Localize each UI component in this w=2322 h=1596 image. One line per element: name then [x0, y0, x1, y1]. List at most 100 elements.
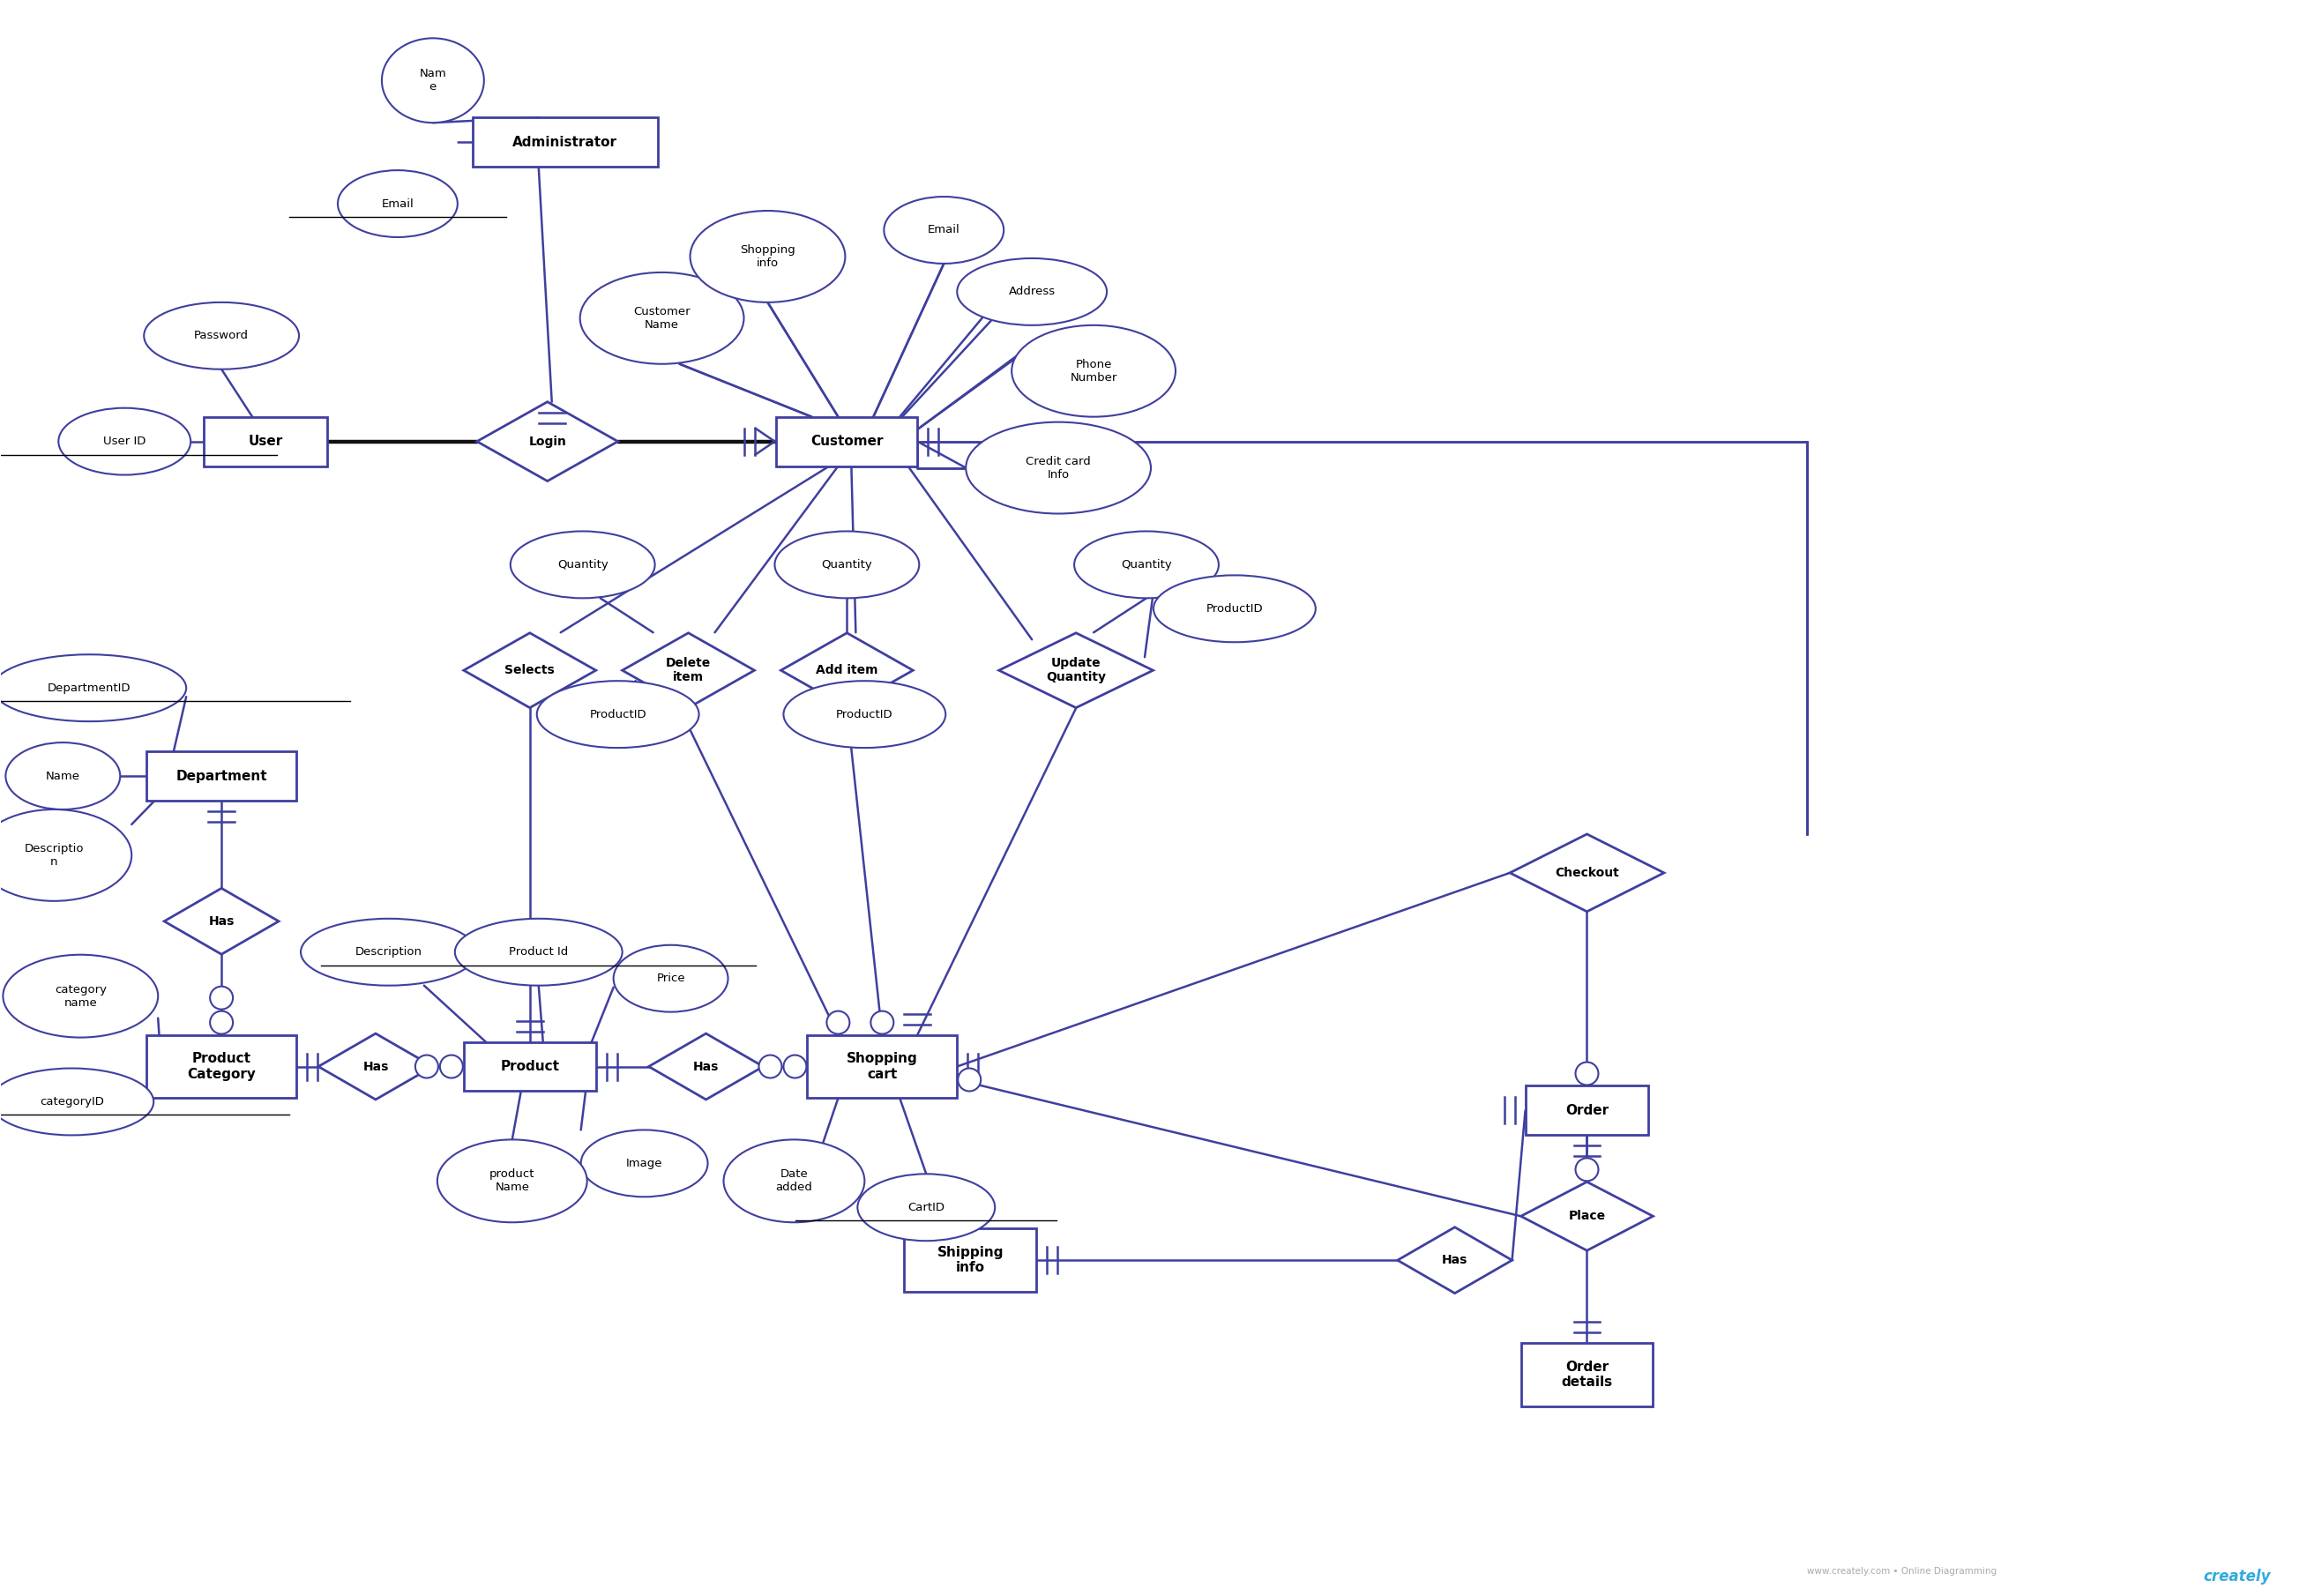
- Ellipse shape: [144, 302, 300, 369]
- Text: Product Id: Product Id: [509, 946, 569, 958]
- Text: CartID: CartID: [908, 1202, 945, 1213]
- Text: Credit card
Info: Credit card Info: [1026, 455, 1091, 480]
- Text: www.creately.com • Online Diagramming: www.creately.com • Online Diagramming: [1807, 1567, 1997, 1575]
- Ellipse shape: [536, 681, 699, 749]
- Ellipse shape: [580, 273, 743, 364]
- Text: Shopping
info: Shopping info: [741, 244, 796, 268]
- Text: Has: Has: [362, 1060, 388, 1073]
- Text: Checkout: Checkout: [1556, 867, 1618, 879]
- FancyBboxPatch shape: [464, 1042, 597, 1092]
- Ellipse shape: [724, 1140, 864, 1223]
- Ellipse shape: [776, 531, 920, 598]
- Text: Quantity: Quantity: [1122, 559, 1173, 570]
- Ellipse shape: [1012, 326, 1175, 417]
- Circle shape: [871, 1010, 894, 1034]
- Circle shape: [439, 1055, 462, 1077]
- Text: ProductID: ProductID: [590, 709, 646, 720]
- Text: Has: Has: [209, 915, 235, 927]
- Circle shape: [759, 1055, 783, 1077]
- Text: category
name: category name: [53, 983, 107, 1009]
- FancyBboxPatch shape: [776, 417, 917, 466]
- Polygon shape: [998, 634, 1154, 707]
- Ellipse shape: [337, 171, 457, 238]
- Text: Description: Description: [355, 946, 423, 958]
- FancyBboxPatch shape: [146, 752, 297, 801]
- Polygon shape: [648, 1034, 764, 1100]
- Text: Delete
item: Delete item: [666, 658, 711, 683]
- Ellipse shape: [885, 196, 1003, 263]
- Polygon shape: [1398, 1227, 1512, 1293]
- Text: Address: Address: [1008, 286, 1057, 297]
- Text: Place: Place: [1567, 1210, 1605, 1223]
- Circle shape: [827, 1010, 850, 1034]
- Circle shape: [1577, 1061, 1598, 1085]
- Text: Has: Has: [692, 1060, 720, 1073]
- Text: Descriptio
n: Descriptio n: [23, 843, 84, 868]
- FancyBboxPatch shape: [1526, 1085, 1649, 1135]
- Polygon shape: [1509, 835, 1665, 911]
- FancyBboxPatch shape: [903, 1229, 1036, 1291]
- Text: Nam
e: Nam e: [420, 69, 446, 93]
- Text: categoryID: categoryID: [39, 1096, 104, 1108]
- Ellipse shape: [0, 809, 132, 902]
- Ellipse shape: [455, 919, 622, 985]
- Polygon shape: [165, 889, 279, 954]
- FancyBboxPatch shape: [1521, 1342, 1653, 1406]
- Text: Login: Login: [529, 436, 567, 447]
- Text: Quantity: Quantity: [557, 559, 608, 570]
- Text: Name: Name: [46, 771, 79, 782]
- Text: Image: Image: [627, 1157, 662, 1170]
- Ellipse shape: [857, 1175, 994, 1240]
- FancyBboxPatch shape: [146, 1034, 297, 1098]
- Circle shape: [959, 1068, 980, 1092]
- Polygon shape: [318, 1034, 432, 1100]
- Ellipse shape: [0, 654, 186, 721]
- Ellipse shape: [580, 1130, 708, 1197]
- Text: Password: Password: [195, 330, 248, 342]
- Text: Update
Quantity: Update Quantity: [1045, 658, 1105, 683]
- Circle shape: [209, 1010, 232, 1034]
- Text: Has: Has: [1442, 1254, 1468, 1266]
- Text: User: User: [248, 434, 283, 448]
- Text: User ID: User ID: [102, 436, 146, 447]
- Text: Customer: Customer: [810, 434, 882, 448]
- Ellipse shape: [957, 259, 1108, 326]
- Text: Shopping
cart: Shopping cart: [848, 1052, 917, 1080]
- Text: Price: Price: [657, 972, 685, 985]
- Polygon shape: [622, 634, 755, 707]
- Circle shape: [1577, 1159, 1598, 1181]
- Text: DepartmentID: DepartmentID: [49, 681, 130, 694]
- Text: Order: Order: [1565, 1104, 1609, 1117]
- Text: Administrator: Administrator: [513, 136, 618, 148]
- Text: Order
details: Order details: [1560, 1360, 1611, 1389]
- Ellipse shape: [511, 531, 655, 598]
- Text: Product: Product: [499, 1060, 560, 1073]
- Circle shape: [783, 1055, 806, 1077]
- Text: Email: Email: [929, 225, 959, 236]
- Circle shape: [209, 986, 232, 1009]
- Text: Add item: Add item: [815, 664, 878, 677]
- Ellipse shape: [5, 742, 121, 809]
- Text: Product
Category: Product Category: [188, 1052, 255, 1080]
- Ellipse shape: [2, 954, 158, 1037]
- Ellipse shape: [783, 681, 945, 749]
- FancyBboxPatch shape: [474, 118, 657, 166]
- Text: Date
added: Date added: [776, 1168, 813, 1194]
- Text: Email: Email: [381, 198, 413, 209]
- Text: ProductID: ProductID: [836, 709, 894, 720]
- Ellipse shape: [437, 1140, 587, 1223]
- Text: ProductID: ProductID: [1205, 603, 1263, 614]
- Text: Selects: Selects: [504, 664, 555, 677]
- Polygon shape: [780, 634, 913, 707]
- Text: Shipping
info: Shipping info: [938, 1246, 1003, 1275]
- Ellipse shape: [1075, 531, 1219, 598]
- Ellipse shape: [690, 211, 845, 302]
- Text: Quantity: Quantity: [822, 559, 873, 570]
- Ellipse shape: [613, 945, 729, 1012]
- Ellipse shape: [58, 409, 190, 476]
- Ellipse shape: [0, 1068, 153, 1135]
- Ellipse shape: [302, 919, 476, 985]
- Text: product
Name: product Name: [490, 1168, 534, 1194]
- FancyBboxPatch shape: [204, 417, 327, 466]
- Ellipse shape: [966, 421, 1152, 514]
